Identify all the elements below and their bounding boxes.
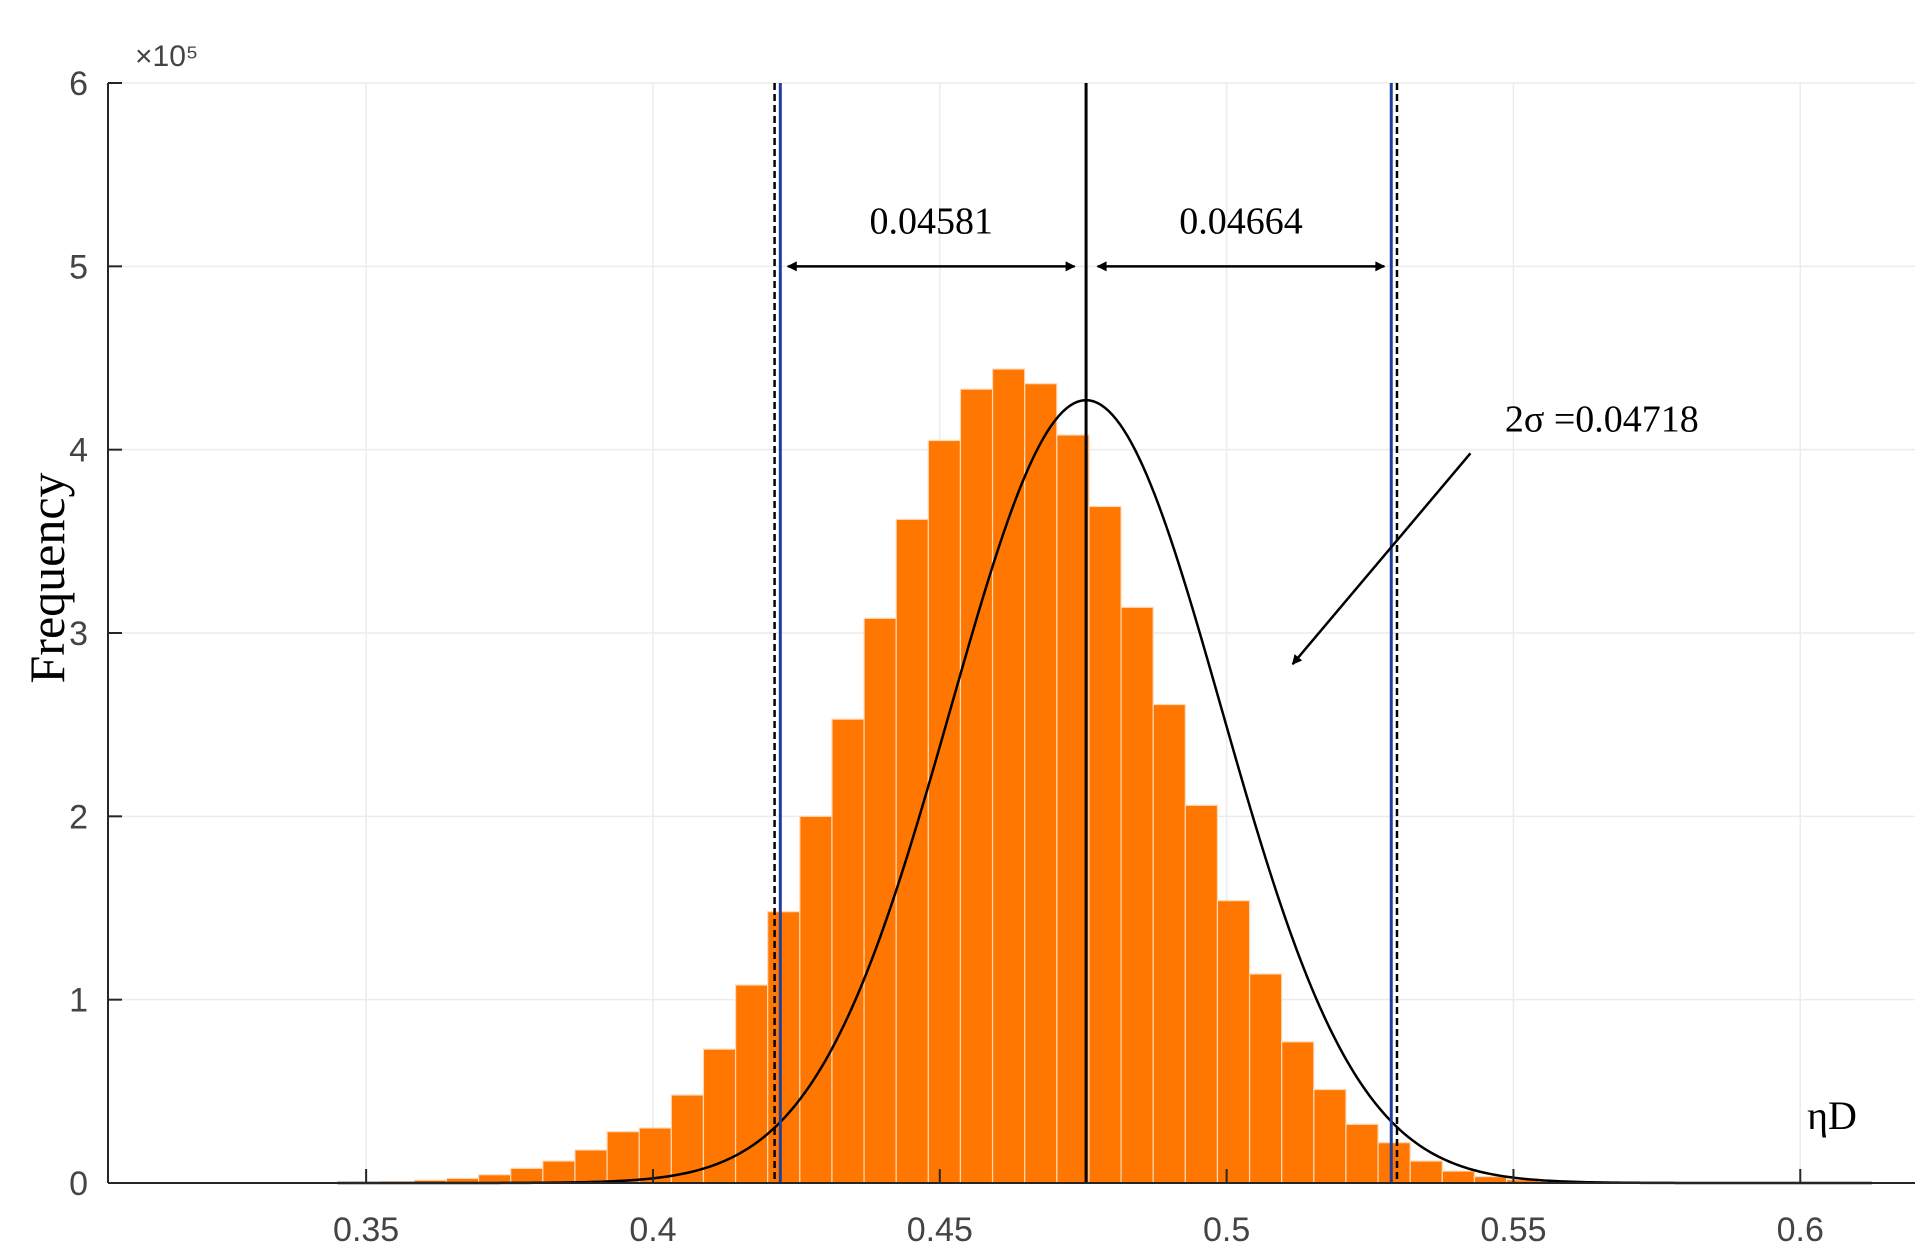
sigma-label: 2σ =0.04718 xyxy=(1505,398,1699,440)
y-tick-label: 1 xyxy=(69,982,88,1020)
histogram-bar xyxy=(638,1127,672,1184)
sigma-arrow xyxy=(1291,452,1472,665)
y-tick-label: 6 xyxy=(69,65,88,103)
y-tick-label: 3 xyxy=(69,615,88,653)
histogram-bar xyxy=(1313,1088,1347,1184)
histogram-bar xyxy=(1152,703,1186,1184)
histogram-bar xyxy=(606,1131,640,1184)
histogram-bar xyxy=(1441,1170,1476,1184)
histogram-bar xyxy=(1024,383,1058,1184)
x-tick-label: 0.45 xyxy=(907,1211,973,1249)
annotation-label: 0.04581 xyxy=(869,200,993,242)
histogram-bar xyxy=(1377,1142,1411,1184)
histogram-bar xyxy=(895,518,929,1184)
x-axis-label: ηD xyxy=(1807,1093,1857,1138)
histogram-bar xyxy=(1184,804,1219,1184)
histogram-bar xyxy=(927,439,962,1184)
histogram-bar xyxy=(1345,1123,1379,1184)
annotations: 0.04581 0.04664 2σ =0.04718 xyxy=(786,200,1699,665)
histogram-bar xyxy=(1409,1160,1443,1184)
y-tick-label: 5 xyxy=(69,248,88,286)
histogram-bar xyxy=(959,388,994,1184)
y-exponent-label: ×10⁵ xyxy=(135,40,198,73)
histogram-bar xyxy=(1056,434,1090,1184)
histogram-bar xyxy=(574,1149,608,1184)
x-tick-label: 0.5 xyxy=(1203,1211,1250,1249)
axes: 0.35 0.4 0.45 0.5 0.55 0.6 0 1 2 3 4 5 6 ×10⁵ xyxy=(69,40,1915,1249)
histogram-bar xyxy=(863,617,897,1184)
histogram-bars xyxy=(317,368,1668,1184)
y-tick-label: 0 xyxy=(69,1165,88,1203)
y-axis-label: Frequency xyxy=(19,472,75,683)
histogram-bar xyxy=(510,1167,544,1184)
x-tick-label: 0.4 xyxy=(629,1211,676,1249)
y-tick-label: 4 xyxy=(69,432,88,470)
histogram-bar xyxy=(734,984,769,1184)
histogram-bar xyxy=(542,1160,576,1184)
histogram-bar xyxy=(1216,900,1251,1184)
histogram-bar xyxy=(767,911,801,1184)
histogram-bar xyxy=(1248,973,1283,1184)
histogram-bar xyxy=(831,718,865,1184)
vertical-lines xyxy=(773,83,1399,1183)
histogram-bar xyxy=(799,815,833,1184)
x-tick-label: 0.55 xyxy=(1480,1211,1546,1249)
histogram-bar xyxy=(1120,606,1154,1184)
histogram-bar xyxy=(991,368,1026,1184)
histogram-bar xyxy=(1281,1041,1315,1184)
x-tick-label: 0.6 xyxy=(1777,1211,1824,1249)
y-tick-label: 2 xyxy=(69,798,88,836)
x-tick-label: 0.35 xyxy=(333,1211,399,1249)
annotation-label: 0.04664 xyxy=(1179,200,1303,242)
histogram-bar xyxy=(1088,505,1122,1184)
axis-labels: ηD Frequency xyxy=(19,472,1857,1138)
